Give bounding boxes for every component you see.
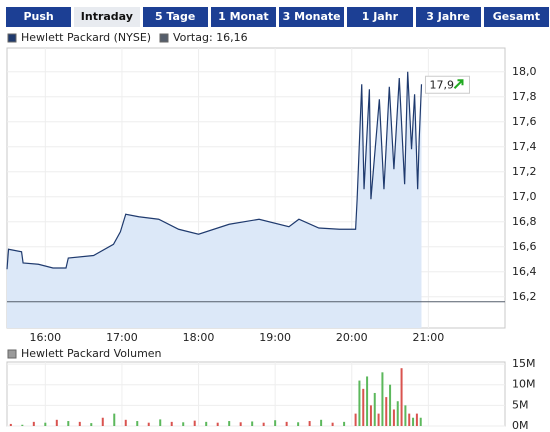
- volume-bar: [331, 422, 334, 426]
- volume-bar: [377, 413, 380, 426]
- x-tick-label: 21:00: [413, 331, 445, 344]
- x-tick-label: 20:00: [336, 331, 368, 344]
- tab[interactable]: 1 Jahr: [347, 7, 413, 27]
- y-tick-label: 16,4: [512, 265, 537, 278]
- volume-bar: [216, 422, 219, 426]
- volume-bar: [404, 405, 407, 426]
- legend-label: Hewlett Packard Volumen: [21, 347, 162, 360]
- x-tick-label: 18:00: [183, 331, 215, 344]
- volume-bar: [381, 372, 384, 426]
- volume-bar: [170, 421, 173, 426]
- volume-bar: [385, 397, 388, 426]
- y-tick-label: 18,0: [512, 65, 537, 78]
- volume-bar: [21, 424, 24, 426]
- volume-bar: [90, 423, 93, 426]
- y-tick-label: 17,8: [512, 90, 537, 103]
- volume-bar: [358, 380, 361, 426]
- volume-bar: [113, 413, 116, 426]
- volume-bar: [124, 419, 127, 426]
- volume-bar: [373, 392, 376, 426]
- volume-bar: [343, 421, 346, 426]
- volume-bar: [419, 417, 422, 426]
- volume-bar: [9, 423, 12, 426]
- volume-bar: [412, 417, 415, 426]
- volume-bar: [251, 421, 254, 426]
- tab[interactable]: Intraday: [74, 7, 140, 27]
- y-tick-label: 5M: [512, 398, 529, 411]
- volume-bar: [396, 401, 399, 426]
- last-price-label: 17,9: [429, 78, 454, 91]
- area: [7, 71, 422, 328]
- tab[interactable]: Push: [6, 7, 72, 27]
- volume-bar: [44, 422, 47, 426]
- legend-swatch: [159, 33, 169, 43]
- y-tick-label: 16,6: [512, 240, 537, 253]
- tab[interactable]: 5 Tage: [142, 7, 208, 27]
- volume-bar: [354, 413, 357, 426]
- volume-bar: [366, 376, 369, 426]
- volume-bar: [147, 422, 150, 426]
- y-tick-label: 17,6: [512, 115, 537, 128]
- volume-bar: [182, 422, 185, 426]
- volume-bar: [369, 405, 372, 426]
- tab[interactable]: 1 Monat: [210, 7, 276, 27]
- volume-bar: [392, 409, 395, 426]
- y-tick-label: 17,4: [512, 140, 537, 153]
- y-tick-label: 17,2: [512, 165, 537, 178]
- volume-bar: [193, 420, 196, 426]
- y-tick-label: 16,2: [512, 290, 537, 303]
- volume-bar: [389, 384, 392, 426]
- y-tick-label: 15M: [512, 357, 536, 370]
- x-tick-label: 17:00: [106, 331, 138, 344]
- plot-frame: [6, 361, 506, 427]
- tab-bar: Push Intraday 5 Tage 1 Monat 3 Monate 1 Jahr 3…: [6, 7, 549, 27]
- y-tick-label: 17,0: [512, 190, 537, 203]
- volume-bar: [67, 421, 70, 426]
- volume-bar: [239, 422, 242, 426]
- volume-bar: [415, 413, 418, 426]
- volume-bar: [55, 419, 58, 426]
- volume-bar: [32, 421, 35, 426]
- volume-bar: [205, 421, 208, 426]
- legend-label: Hewlett Packard (NYSE): [21, 31, 151, 44]
- legend-swatch: [7, 349, 17, 359]
- y-tick-label: 10M: [512, 378, 536, 391]
- volume-bar: [228, 421, 231, 426]
- y-tick-label: 16,8: [512, 215, 537, 228]
- tab[interactable]: 3 Jahre: [415, 7, 481, 27]
- x-tick-label: 16:00: [29, 331, 61, 344]
- legend-swatch: [7, 33, 17, 43]
- volume-bar: [400, 368, 403, 426]
- tab[interactable]: 3 Monate: [279, 7, 345, 27]
- volume-bar: [285, 421, 288, 426]
- volume-bar: [320, 419, 323, 426]
- volume-bar: [101, 417, 104, 426]
- y-tick-label: 0M: [512, 419, 529, 432]
- trend-arrow: [453, 79, 464, 89]
- volume-bar: [408, 413, 411, 426]
- volume-bar: [78, 421, 81, 426]
- x-tick-label: 19:00: [259, 331, 291, 344]
- volume-bar: [159, 419, 162, 426]
- volume-bar: [362, 388, 365, 426]
- price-line: [6, 71, 423, 270]
- volume-bar: [308, 421, 311, 426]
- volume-bar: [136, 421, 139, 426]
- reference-label: Vortag: 16,16: [173, 31, 248, 44]
- tab[interactable]: Gesamt: [483, 7, 549, 27]
- volume-bar: [297, 422, 300, 426]
- volume-bar: [274, 420, 277, 426]
- volume-bar: [262, 422, 265, 426]
